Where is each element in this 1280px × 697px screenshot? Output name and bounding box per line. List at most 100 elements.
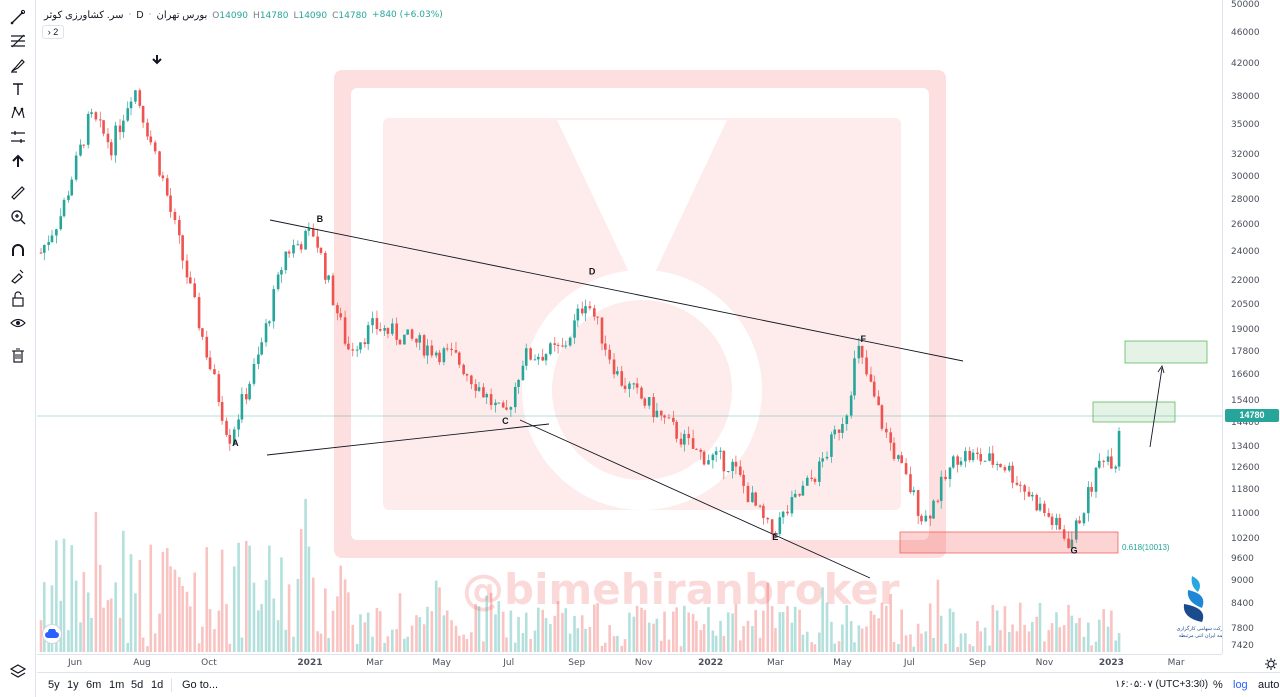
candle-body (592, 308, 596, 317)
candle-body (418, 335, 422, 343)
candle-body (217, 374, 221, 403)
symbol-legend[interactable]: سر. کشاورزی کوثر · D · بورس تهران O14090… (44, 7, 443, 23)
volume-bar (1097, 619, 1101, 652)
drawing-mode-icon[interactable] (6, 264, 30, 286)
price-axis[interactable]: 50000 46000 42000 38000 35000 32000 30000 28000… (1222, 0, 1280, 654)
wave-label-d[interactable]: D (589, 266, 596, 276)
volume-bar (336, 596, 339, 652)
arrow-up-icon[interactable] (6, 150, 30, 172)
candle-body (865, 357, 868, 375)
support-zone-rect[interactable] (899, 531, 1119, 554)
candle-body (529, 348, 532, 360)
volume-bar (59, 600, 63, 652)
candle-body (778, 517, 782, 535)
candle-body (391, 323, 394, 334)
prediction-tool-icon[interactable] (6, 126, 30, 148)
wave-label-a[interactable]: A (232, 438, 239, 448)
candle-body (857, 345, 861, 359)
volume-bar (181, 585, 184, 652)
range-6m-button[interactable]: 6m (86, 679, 102, 691)
candle-body (122, 120, 125, 133)
fib-tool-icon[interactable] (6, 30, 30, 52)
trash-icon[interactable] (6, 344, 30, 366)
volume-bar (109, 598, 113, 652)
interval-label[interactable]: D (136, 9, 144, 21)
volume-bar (47, 638, 50, 652)
candle-body (67, 195, 70, 200)
volume-bar (892, 642, 896, 652)
pattern-tool-icon[interactable] (6, 102, 30, 124)
volume-bar (252, 582, 256, 652)
volume-bar (1087, 622, 1090, 652)
range-1d-button[interactable]: 1d (151, 679, 164, 691)
candle-body (339, 313, 343, 318)
candle-body (62, 199, 66, 217)
wave-label-g[interactable]: G (1071, 546, 1078, 556)
zoom-in-icon[interactable] (6, 206, 30, 228)
candle-body (754, 492, 757, 506)
resistance-zone-rect[interactable] (1092, 401, 1176, 423)
time-tick: 2022 (698, 658, 724, 668)
cloud-logo-icon[interactable] (42, 624, 62, 644)
wave-label-f[interactable]: F (861, 334, 867, 344)
clock-label[interactable]: ۱۶:۰۵:۰۷ (UTC+3:30) (1115, 679, 1209, 690)
volume-bar (225, 604, 228, 652)
log-toggle[interactable]: log (1233, 679, 1248, 691)
lock-icon[interactable] (6, 288, 30, 310)
time-tick: Nov (1035, 658, 1054, 668)
candle-body (474, 384, 478, 391)
candle-body (272, 289, 276, 322)
eye-icon[interactable] (6, 312, 30, 334)
volume-bar (1114, 640, 1118, 652)
time-tick: Nov (634, 658, 653, 668)
volume-bar (731, 613, 734, 652)
candle-body (1070, 539, 1074, 548)
volume-bar (573, 615, 576, 652)
range-5d-button[interactable]: 5d (131, 679, 144, 691)
candle-body (790, 497, 794, 514)
gear-icon[interactable] (1265, 657, 1277, 675)
volume-bar (628, 612, 631, 652)
target-zone-rect[interactable] (1124, 340, 1208, 364)
price-tick: 32000 (1231, 149, 1260, 160)
crosshair-icon[interactable] (6, 6, 30, 28)
candle-body (1094, 467, 1098, 492)
projection-arrow-line[interactable] (1149, 367, 1163, 448)
magnet-icon[interactable] (6, 240, 30, 262)
lower-trendline-ac[interactable] (266, 423, 550, 456)
percent-toggle[interactable]: % (1213, 679, 1223, 691)
wave-label-e[interactable]: E (772, 532, 778, 542)
range-5y-button[interactable]: 5y (48, 679, 60, 691)
candle-body (699, 449, 703, 452)
object-tree-icon[interactable] (6, 660, 30, 682)
lower-trendline-ce[interactable] (519, 419, 871, 579)
ruler-icon[interactable] (6, 182, 30, 204)
chart-canvas[interactable]: 0.618(10013) A B C D E F G @bimehiranbroker (37, 0, 1222, 654)
candle-body (327, 275, 330, 280)
candle-body (201, 328, 204, 337)
candle-body (869, 374, 873, 382)
range-1m-button[interactable]: 1m (109, 679, 125, 691)
candle-body (600, 317, 604, 344)
auto-toggle[interactable]: auto (1258, 679, 1280, 691)
price-tick: 9000 (1231, 576, 1254, 587)
symbol-name[interactable]: سر. کشاورزی کوثر (44, 9, 124, 21)
goto-button[interactable]: Go to... (182, 679, 219, 691)
candle-body (280, 270, 283, 275)
time-axis[interactable]: Jun Aug Oct 2021 Mar May Jul Sep Nov 2022 Mar May Ju… (37, 654, 1222, 670)
candle-body (983, 460, 987, 462)
volume-bar (1117, 633, 1121, 652)
candle-body (173, 211, 177, 221)
brush-icon[interactable] (6, 54, 30, 76)
indicator-toggle-button[interactable]: › 2 (42, 25, 64, 39)
candle-body (853, 358, 856, 396)
volume-bar (556, 601, 560, 652)
upper-trendline[interactable] (269, 219, 964, 362)
wave-label-c[interactable]: C (502, 416, 509, 426)
wave-label-b[interactable]: B (317, 214, 324, 224)
candle-body (1087, 487, 1090, 514)
bottom-divider-2 (1201, 678, 1202, 692)
volume-bar (754, 610, 757, 652)
range-1y-button[interactable]: 1y (67, 679, 79, 691)
text-tool-icon[interactable] (6, 78, 30, 100)
